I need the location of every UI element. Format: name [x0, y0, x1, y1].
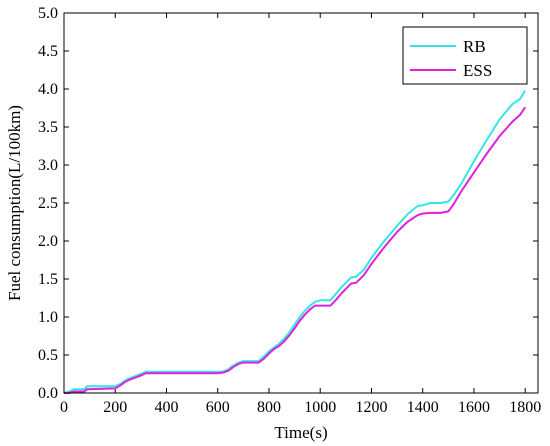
x-tick-label: 1000 [304, 399, 336, 416]
x-tick-label: 1800 [509, 399, 541, 416]
plot-frame [63, 12, 539, 394]
series-line-rb [63, 89, 527, 394]
series-layer [63, 89, 527, 394]
y-tick-label: 1.0 [38, 309, 58, 326]
y-axis-label: Fuel consumption(L/100km) [5, 105, 24, 301]
legend-label-rb: RB [463, 37, 486, 56]
x-tick-label: 1400 [407, 399, 439, 416]
y-tick-label: 3.0 [38, 157, 58, 174]
y-tick-label: 3.5 [38, 119, 58, 136]
y-tick-label: 1.5 [38, 271, 58, 288]
series-line-ess [64, 106, 527, 394]
y-tick-label: 4.0 [38, 81, 58, 98]
x-tick-label: 200 [103, 399, 127, 416]
y-tick-label: 2.5 [38, 195, 58, 212]
x-tick-label: 0 [60, 399, 68, 416]
x-tick-label: 1200 [355, 399, 387, 416]
x-tick-label: 600 [206, 399, 230, 416]
y-tick-label: 0.5 [38, 347, 58, 364]
y-tick-label: 5.0 [38, 5, 58, 22]
legend-label-ess: ESS [463, 61, 492, 80]
x-tick-label: 1600 [458, 399, 490, 416]
y-tick-label: 2.0 [38, 233, 58, 250]
x-tick-label: 800 [257, 399, 281, 416]
y-tick-label: 4.5 [38, 43, 58, 60]
x-axis-label: Time(s) [274, 423, 327, 442]
x-tick-label: 400 [154, 399, 178, 416]
y-tick-label: 0.0 [38, 385, 58, 402]
legend: RB ESS [402, 26, 528, 85]
ticks-layer: 0 200 400 600 800 1000 1200 1400 1600 1800 0.0 0.5 1… [38, 5, 541, 416]
legend-box [402, 26, 528, 85]
